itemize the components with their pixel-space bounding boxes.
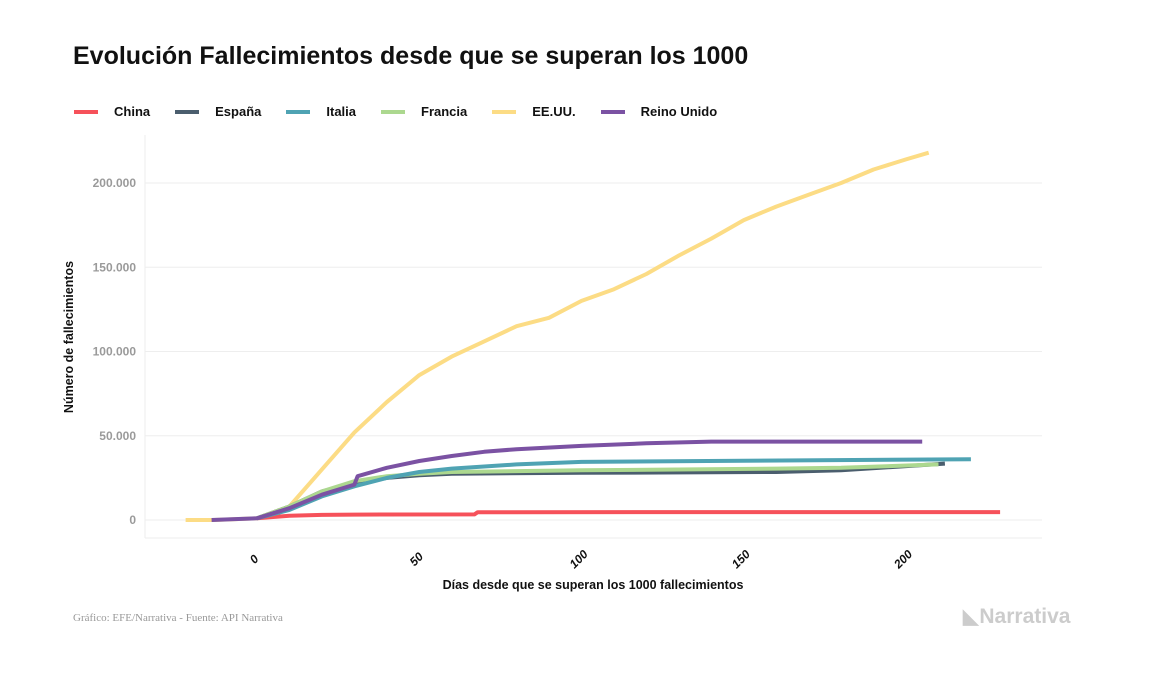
legend-item: China — [74, 104, 150, 119]
x-tick-label: 200 — [890, 547, 915, 572]
series-line-ee-uu- — [185, 150, 930, 522]
x-axis-label: Días desde que se superan los 1000 falle… — [443, 578, 744, 592]
y-axis-label: Número de fallecimientos — [62, 261, 76, 413]
legend-swatch — [286, 109, 311, 114]
legend-swatch — [175, 109, 200, 114]
legend-label: España — [215, 104, 262, 119]
series-line-reino-unido — [211, 439, 923, 522]
x-tick-label: 50 — [407, 549, 427, 569]
legend-swatch — [492, 109, 517, 114]
y-tick-label: 200.000 — [93, 176, 137, 190]
legend-item: Reino Unido — [600, 104, 718, 119]
y-tick-label: 100.000 — [93, 345, 137, 359]
legend-item: Francia — [381, 104, 467, 119]
x-tick-label: 150 — [729, 547, 753, 571]
legend-label: Italia — [326, 104, 356, 119]
legend-label: Reino Unido — [640, 104, 718, 119]
legend-label: China — [114, 104, 151, 119]
legend-label: EE.UU. — [532, 104, 576, 119]
x-tick-label: 100 — [567, 547, 591, 571]
chart-title: Evolución Fallecimientos desde que se su… — [73, 42, 749, 70]
y-tick-label: 50.000 — [99, 429, 136, 443]
narrativa-logo: ◣ Narrativa — [963, 604, 1070, 629]
x-tick-label: 0 — [247, 552, 262, 567]
legend-label: Francia — [421, 104, 468, 119]
y-tick-label: 150.000 — [93, 260, 137, 274]
legend: China España Italia Francia EE.UU. Reino Unid… — [74, 104, 742, 119]
legend-item: Italia — [286, 104, 356, 119]
logo-mark-icon: ◣ — [963, 606, 979, 628]
source-note: Gráfico: EFE/Narrativa - Fuente: API Nar… — [73, 612, 283, 624]
series-line-china — [256, 510, 1001, 521]
y-tick-label: 0 — [129, 513, 136, 527]
legend-swatch — [74, 109, 98, 114]
logo-text: Narrativa — [979, 604, 1071, 628]
legend-item: EE.UU. — [492, 104, 576, 119]
legend-swatch — [381, 109, 405, 114]
legend-item: España — [175, 104, 261, 119]
legend-swatch — [600, 109, 625, 114]
